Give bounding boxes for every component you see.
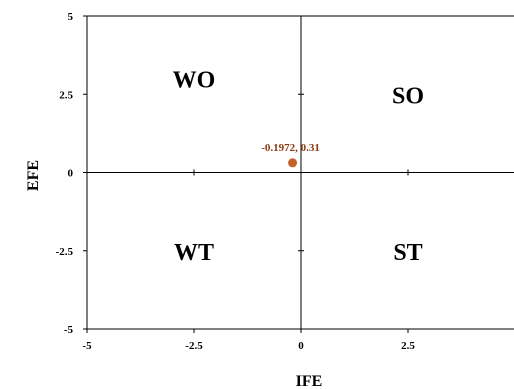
quadrant-label-so: SO bbox=[392, 83, 424, 109]
x-tick-label: -5 bbox=[82, 340, 92, 352]
x-axis-ticks: -5 -2.5 0 2.5 bbox=[82, 169, 415, 352]
y-axis-title: EFE bbox=[25, 160, 42, 191]
y-tick-label: -5 bbox=[64, 324, 74, 336]
y-tick-label: 2.5 bbox=[59, 89, 73, 101]
data-point bbox=[288, 158, 298, 168]
plot-frame bbox=[86, 15, 514, 330]
y-tick-label: 5 bbox=[68, 11, 74, 23]
x-axis-title: IFE bbox=[296, 373, 323, 389]
x-tick-label: 0 bbox=[298, 340, 304, 352]
quadrant-labels: WO SO WT ST bbox=[173, 68, 424, 266]
quadrant-label-wt: WT bbox=[174, 240, 214, 266]
quadrant-label-wo: WO bbox=[173, 68, 216, 94]
y-axis-ticks: -5 -2.5 0 2.5 5 bbox=[56, 11, 304, 336]
y-tick-label: 0 bbox=[68, 168, 74, 180]
quadrant-label-st: ST bbox=[393, 240, 422, 266]
x-tick-label: 2.5 bbox=[401, 340, 415, 352]
y-tick-label: -2.5 bbox=[56, 246, 74, 258]
data-points: -0.1972, 0.31 bbox=[261, 142, 320, 168]
x-tick-label: -2.5 bbox=[185, 340, 203, 352]
data-point-label: -0.1972, 0.31 bbox=[261, 142, 320, 154]
